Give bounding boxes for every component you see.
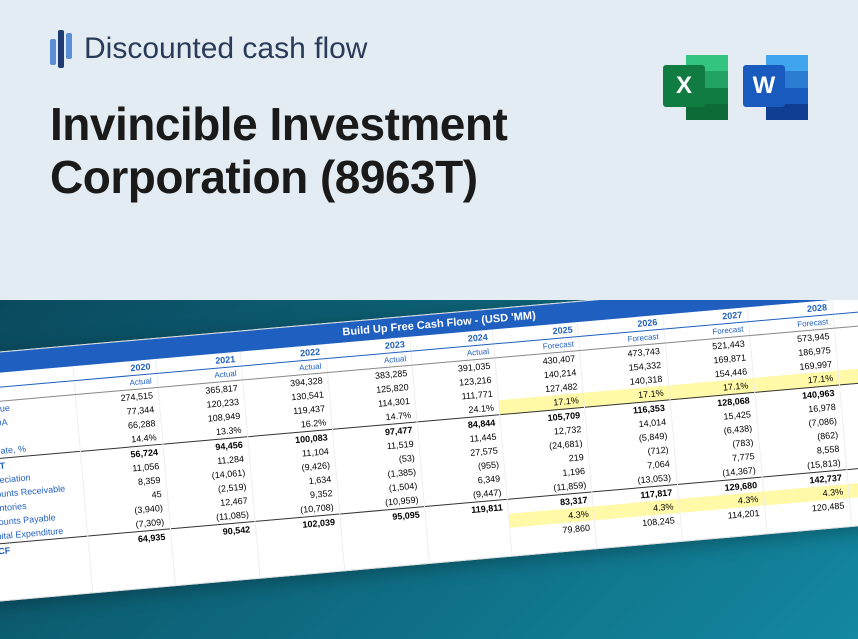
title-line-1: Invincible Investment (50, 98, 507, 150)
header-section: Discounted cash flow Invincible Investme… (0, 0, 858, 300)
title-line-2: Corporation (8963T) (50, 151, 478, 203)
excel-letter: X (663, 65, 705, 107)
brand-text: Discounted cash flow (84, 32, 367, 66)
dcf-table: Build Up Free Cash Flow - (USD 'MM) Year… (0, 300, 858, 603)
table-section: Build Up Free Cash Flow - (USD 'MM) Year… (0, 300, 858, 639)
excel-icon[interactable]: X (663, 55, 728, 120)
word-icon[interactable]: W (743, 55, 808, 120)
app-icons: X W (663, 55, 808, 120)
word-letter: W (743, 65, 785, 107)
brand-logo-icon (50, 30, 72, 68)
